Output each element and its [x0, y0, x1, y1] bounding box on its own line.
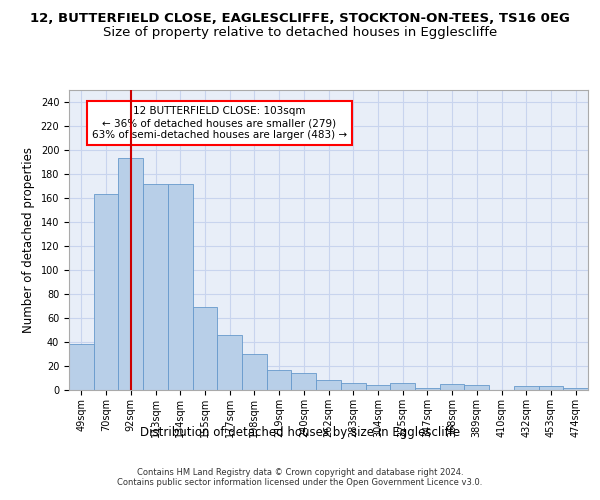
Text: Distribution of detached houses by size in Egglescliffe: Distribution of detached houses by size …	[140, 426, 460, 439]
Y-axis label: Number of detached properties: Number of detached properties	[22, 147, 35, 333]
Bar	[390, 383, 415, 390]
Bar	[94, 194, 118, 390]
Bar	[415, 388, 440, 390]
Bar	[341, 383, 365, 390]
Text: 12 BUTTERFIELD CLOSE: 103sqm
← 36% of detached houses are smaller (279)
63% of s: 12 BUTTERFIELD CLOSE: 103sqm ← 36% of de…	[92, 106, 347, 140]
Bar	[193, 307, 217, 390]
Text: Size of property relative to detached houses in Egglescliffe: Size of property relative to detached ho…	[103, 26, 497, 39]
Text: Contains HM Land Registry data © Crown copyright and database right 2024.
Contai: Contains HM Land Registry data © Crown c…	[118, 468, 482, 487]
Bar	[242, 354, 267, 390]
Bar	[539, 386, 563, 390]
Bar	[514, 386, 539, 390]
Bar	[563, 388, 588, 390]
Bar	[118, 158, 143, 390]
Bar	[440, 384, 464, 390]
Bar	[69, 344, 94, 390]
Bar	[316, 380, 341, 390]
Bar	[464, 385, 489, 390]
Bar	[143, 184, 168, 390]
Bar	[217, 335, 242, 390]
Text: 12, BUTTERFIELD CLOSE, EAGLESCLIFFE, STOCKTON-ON-TEES, TS16 0EG: 12, BUTTERFIELD CLOSE, EAGLESCLIFFE, STO…	[30, 12, 570, 26]
Bar	[267, 370, 292, 390]
Bar	[365, 385, 390, 390]
Bar	[168, 184, 193, 390]
Bar	[292, 373, 316, 390]
